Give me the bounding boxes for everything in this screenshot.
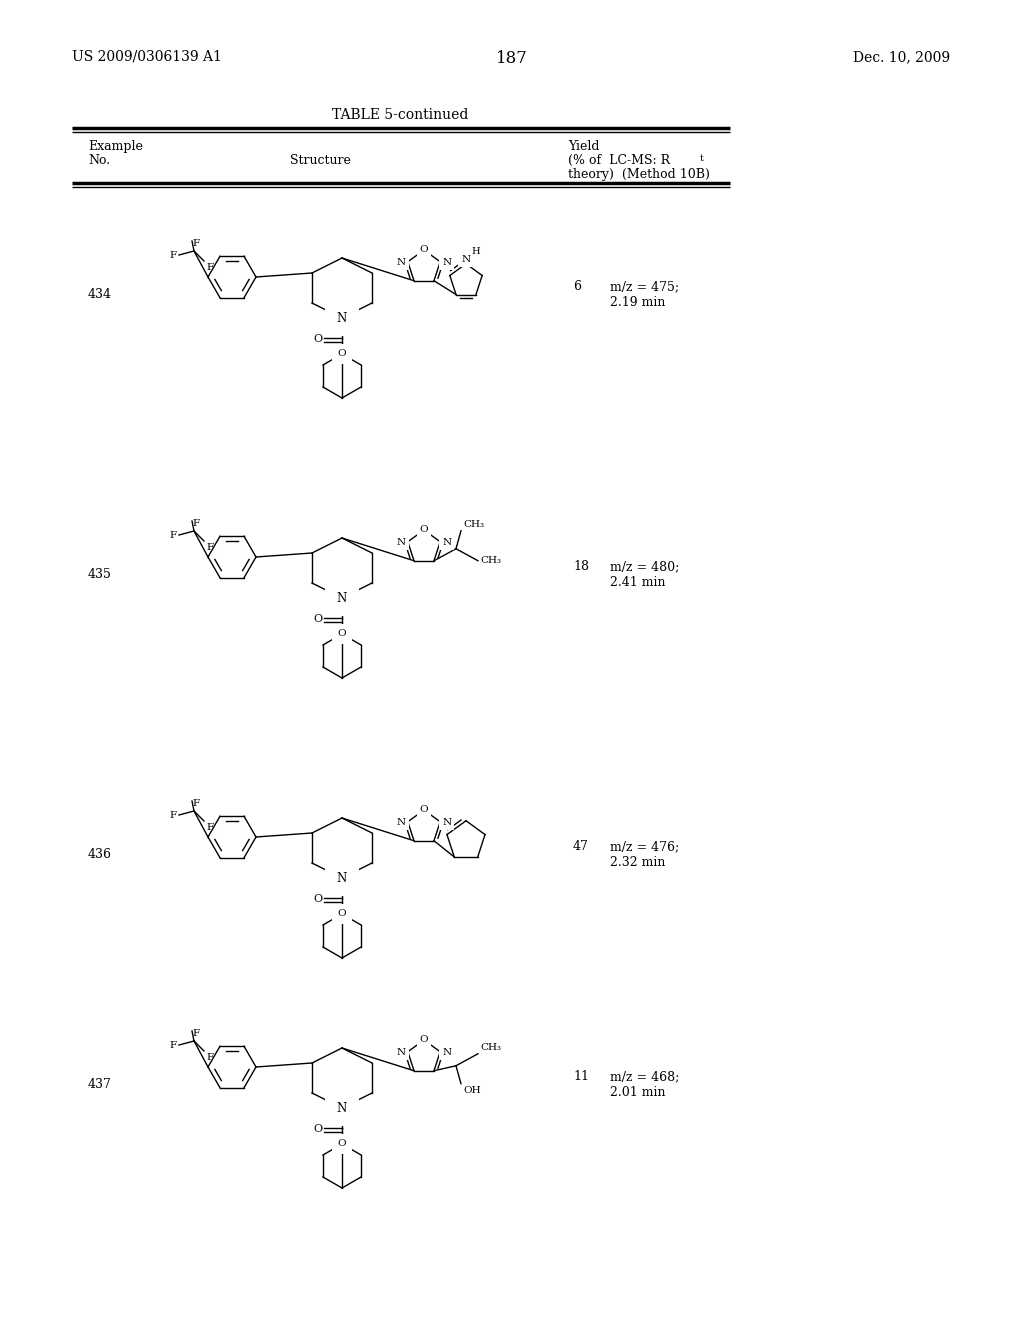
Text: F: F bbox=[206, 1053, 213, 1063]
Text: O: O bbox=[338, 1139, 346, 1148]
Text: m/z = 480;: m/z = 480; bbox=[610, 561, 679, 573]
Text: O: O bbox=[313, 615, 322, 624]
Text: 18: 18 bbox=[573, 561, 589, 573]
Text: F: F bbox=[206, 822, 213, 832]
Text: 2.01 min: 2.01 min bbox=[610, 1086, 666, 1100]
Text: H: H bbox=[471, 247, 479, 256]
Text: F: F bbox=[170, 251, 177, 260]
Text: N: N bbox=[396, 818, 406, 828]
Text: 434: 434 bbox=[88, 289, 112, 301]
Text: F: F bbox=[193, 519, 200, 528]
Text: F: F bbox=[206, 263, 213, 272]
Text: m/z = 475;: m/z = 475; bbox=[610, 281, 679, 293]
Text: F: F bbox=[170, 531, 177, 540]
Text: 435: 435 bbox=[88, 569, 112, 582]
Text: m/z = 476;: m/z = 476; bbox=[610, 841, 679, 854]
Text: O: O bbox=[420, 1035, 428, 1044]
Text: N: N bbox=[442, 259, 452, 267]
Text: N: N bbox=[337, 871, 347, 884]
Text: Yield: Yield bbox=[568, 140, 599, 153]
Text: O: O bbox=[338, 909, 346, 919]
Text: CH₃: CH₃ bbox=[480, 556, 501, 565]
Text: N: N bbox=[442, 539, 452, 548]
Text: F: F bbox=[170, 810, 177, 820]
Text: F: F bbox=[206, 543, 213, 552]
Text: Example: Example bbox=[88, 140, 143, 153]
Text: N: N bbox=[337, 1101, 347, 1114]
Text: 2.19 min: 2.19 min bbox=[610, 297, 666, 309]
Text: O: O bbox=[420, 525, 428, 535]
Text: theory)  (Method 10B): theory) (Method 10B) bbox=[568, 168, 710, 181]
Text: m/z = 468;: m/z = 468; bbox=[610, 1071, 679, 1084]
Text: O: O bbox=[420, 246, 428, 255]
Text: N: N bbox=[337, 591, 347, 605]
Text: N: N bbox=[442, 1048, 452, 1057]
Text: 47: 47 bbox=[573, 841, 589, 854]
Text: F: F bbox=[170, 1040, 177, 1049]
Text: 2.32 min: 2.32 min bbox=[610, 857, 666, 870]
Text: 11: 11 bbox=[573, 1071, 589, 1084]
Text: F: F bbox=[193, 799, 200, 808]
Text: OH: OH bbox=[463, 1086, 480, 1094]
Text: t: t bbox=[700, 154, 703, 162]
Text: Dec. 10, 2009: Dec. 10, 2009 bbox=[853, 50, 950, 63]
Text: F: F bbox=[193, 1030, 200, 1038]
Text: TABLE 5-continued: TABLE 5-continued bbox=[332, 108, 468, 121]
Text: 436: 436 bbox=[88, 849, 112, 862]
Text: N: N bbox=[396, 539, 406, 548]
Text: CH₃: CH₃ bbox=[480, 1043, 501, 1052]
Text: O: O bbox=[313, 334, 322, 345]
Text: N: N bbox=[442, 818, 452, 828]
Text: 6: 6 bbox=[573, 281, 581, 293]
Text: N: N bbox=[396, 1048, 406, 1057]
Text: No.: No. bbox=[88, 154, 111, 168]
Text: O: O bbox=[338, 630, 346, 639]
Text: O: O bbox=[420, 805, 428, 814]
Text: F: F bbox=[193, 239, 200, 248]
Text: O: O bbox=[313, 1125, 322, 1134]
Text: O: O bbox=[313, 895, 322, 904]
Text: CH₃: CH₃ bbox=[463, 520, 484, 529]
Text: N: N bbox=[337, 312, 347, 325]
Text: O: O bbox=[338, 350, 346, 359]
Text: Structure: Structure bbox=[290, 154, 351, 168]
Text: 437: 437 bbox=[88, 1078, 112, 1092]
Text: N: N bbox=[396, 259, 406, 267]
Text: 2.41 min: 2.41 min bbox=[610, 577, 666, 590]
Text: 187: 187 bbox=[496, 50, 528, 67]
Text: US 2009/0306139 A1: US 2009/0306139 A1 bbox=[72, 50, 222, 63]
Text: N: N bbox=[462, 255, 471, 264]
Text: (% of  LC-MS: R: (% of LC-MS: R bbox=[568, 154, 670, 168]
